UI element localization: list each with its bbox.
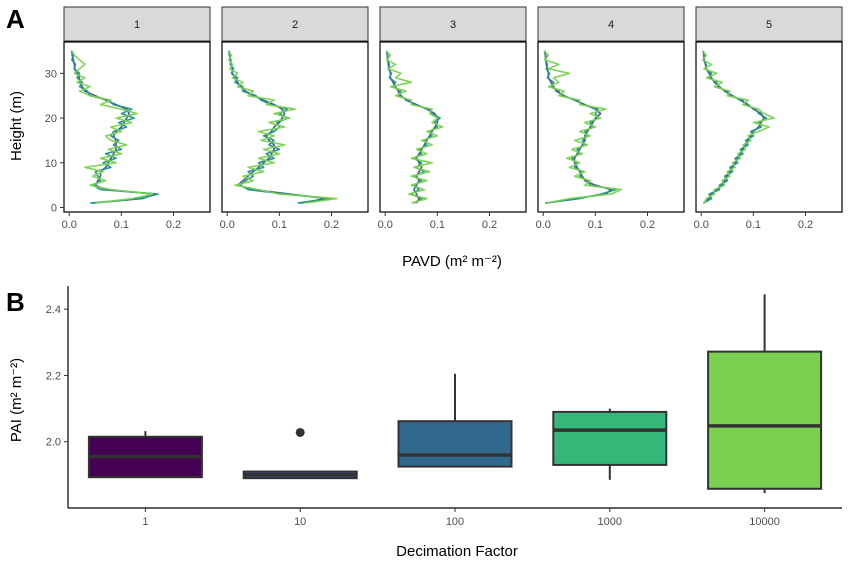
profile-line-5-3 [701,50,776,204]
x-tick-label: 0.1 [114,219,129,231]
panel-a-letter: A [6,4,25,34]
x-tick-label: 0.2 [798,219,813,231]
x-tick-label: 0.1 [588,219,603,231]
x-tick-label: 0.2 [166,219,181,231]
panel-a-y-axis-title: Height (m) [8,91,25,161]
x-tick-label: 0.1 [430,219,445,231]
facet-strip-label-5: 5 [766,19,772,31]
facet-panel-2 [221,41,369,213]
panel-a-faceted-line-chart: 1 0.0 0.1 0.2 0 10 20 30 2 0.0 0.1 0.2 3 0.0 0.1 0.2 4 0.… [45,6,843,231]
x-tick-label: 0.2 [640,219,655,231]
profile-line-1-3 [71,50,154,204]
x-tick-label: 0.0 [62,219,77,231]
profile-line-3-3 [385,50,444,204]
profile-line-2-2 [228,50,333,204]
x-tick-label: 0.0 [220,219,235,231]
y-tick-label: 10 [45,158,57,170]
panel-a-x-axis-title: PAVD (m² m⁻²) [402,253,502,270]
box-100 [397,420,513,468]
x-tick-label-1: 1 [142,516,148,528]
x-tick-label: 0.0 [694,219,709,231]
x-tick-label-10000: 10000 [749,516,780,528]
box-10000 [707,350,823,490]
profile-line-4-3 [543,50,623,204]
panel-b-y-axis-title: PAI (m² m⁻²) [8,358,25,442]
outlier-point-10 [295,427,305,437]
facet-strip-3 [379,6,527,42]
panel-b-x-axis-title: Decimation Factor [396,543,518,560]
y-tick-label: 2.4 [46,304,61,316]
x-tick-label-10: 10 [294,516,306,528]
x-tick-label-100: 100 [446,516,464,528]
x-tick-label: 0.1 [746,219,761,231]
x-tick-label: 0.0 [378,219,393,231]
x-tick-label: 0.2 [324,219,339,231]
y-tick-label: 20 [45,113,57,125]
x-tick-label: 0.2 [482,219,497,231]
x-tick-label-1000: 1000 [598,516,622,528]
y-tick-label: 30 [45,68,57,80]
facet-panel-1 [63,41,211,213]
profile-line-2-3 [227,50,338,204]
facet-strip-label-3: 3 [450,19,456,31]
facet-strip-4 [537,6,685,42]
facet-panel-4 [537,41,685,213]
y-tick-label: 0 [51,203,57,215]
panel-b-box-plot: 2.0 2.2 2.4 1 10 100 1000 10000 [46,286,842,528]
y-tick-label: 2.2 [46,370,61,382]
facet-strip-2 [221,6,369,42]
facet-strip-5 [695,6,843,42]
facet-strip-label-4: 4 [608,19,614,31]
facet-strip-1 [63,6,211,42]
y-tick-label: 2.0 [46,437,61,449]
box-1000 [552,410,668,466]
facet-panel-3 [379,41,527,213]
panel-b-letter: B [6,287,25,317]
facet-strip-label-2: 2 [292,19,298,31]
x-tick-label: 0.1 [272,219,287,231]
facet-strip-label-1: 1 [134,19,140,31]
x-tick-label: 0.0 [536,219,551,231]
